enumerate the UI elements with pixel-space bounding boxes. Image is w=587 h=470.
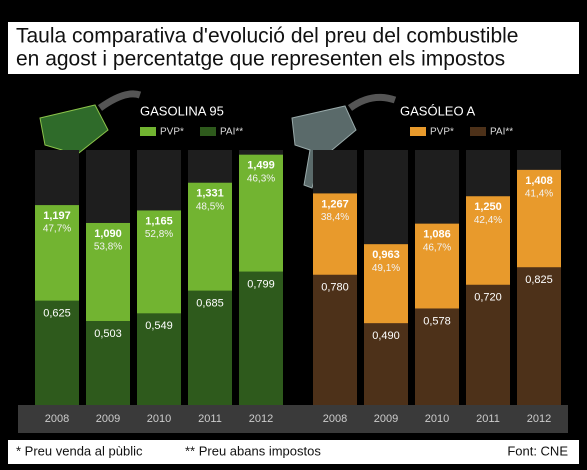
title-line: en agost i percentatge que representen e…	[16, 48, 505, 71]
tax-share-label: 38,4%	[321, 212, 349, 223]
legend-label: PAI**	[490, 127, 513, 138]
value-label: 1,090	[94, 228, 122, 240]
footnote: ** Preu abans impostos	[185, 443, 321, 458]
bar	[517, 267, 561, 405]
bar	[239, 272, 283, 405]
legend-swatch	[470, 127, 486, 136]
value-label: 0,578	[423, 315, 451, 327]
x-tick-label: 2011	[476, 413, 500, 425]
tax-share-label: 48,5%	[196, 201, 224, 212]
chart-title: GASOLINA 95	[140, 103, 224, 118]
value-label: 0,549	[145, 320, 173, 332]
value-label: 0,780	[321, 282, 349, 294]
source: Font: CNE	[507, 443, 568, 458]
x-tick-label: 2011	[198, 413, 222, 425]
x-tick-label: 2010	[147, 413, 171, 425]
value-label: 0,685	[196, 298, 224, 310]
value-label: 1,250	[474, 201, 502, 213]
value-label: 0,490	[372, 330, 400, 342]
tax-share-label: 52,8%	[145, 229, 173, 240]
value-label: 1,267	[321, 198, 349, 210]
x-tick-label: 2010	[425, 413, 449, 425]
value-label: 1,086	[423, 229, 451, 241]
x-tick-label: 2009	[96, 413, 120, 425]
value-label: 1,331	[196, 188, 224, 200]
value-label: 1,165	[145, 215, 173, 227]
tax-share-label: 46,3%	[247, 173, 275, 184]
x-tick-label: 2009	[374, 413, 398, 425]
title-line: Taula comparativa d'evolució del preu de…	[16, 25, 518, 48]
value-label: 0,625	[43, 308, 71, 320]
x-tick-label: 2008	[323, 413, 347, 425]
tax-share-label: 49,1%	[372, 263, 400, 274]
x-tick-label: 2008	[45, 413, 69, 425]
chart-title: GASÓLEO A	[400, 103, 475, 118]
value-label: 0,503	[94, 328, 122, 340]
value-label: 1,499	[247, 160, 275, 172]
legend-swatch	[140, 127, 156, 136]
value-label: 1,197	[43, 210, 71, 222]
legend-swatch	[410, 127, 426, 136]
tax-share-label: 47,7%	[43, 224, 71, 235]
value-label: 0,799	[247, 278, 275, 290]
tax-share-label: 53,8%	[94, 242, 122, 253]
infographic: Taula comparativa d'evolució del preu de…	[0, 0, 587, 470]
tax-share-label: 41,4%	[525, 189, 553, 200]
x-tick-label: 2012	[527, 413, 551, 425]
x-tick-label: 2012	[249, 413, 273, 425]
legend-label: PVP*	[160, 127, 184, 138]
value-label: 0,720	[474, 292, 502, 304]
legend-label: PVP*	[430, 127, 454, 138]
bar	[313, 275, 357, 405]
value-label: 0,963	[372, 249, 400, 261]
value-label: 0,825	[525, 274, 553, 286]
value-label: 1,408	[525, 175, 553, 187]
tax-share-label: 42,4%	[474, 215, 502, 226]
legend-label: PAI**	[220, 127, 243, 138]
legend-swatch	[200, 127, 216, 136]
footnote: * Preu venda al pùblic	[16, 443, 143, 458]
tax-share-label: 46,7%	[423, 242, 451, 253]
page: Taula comparativa d'evolució del preu de…	[0, 0, 587, 470]
